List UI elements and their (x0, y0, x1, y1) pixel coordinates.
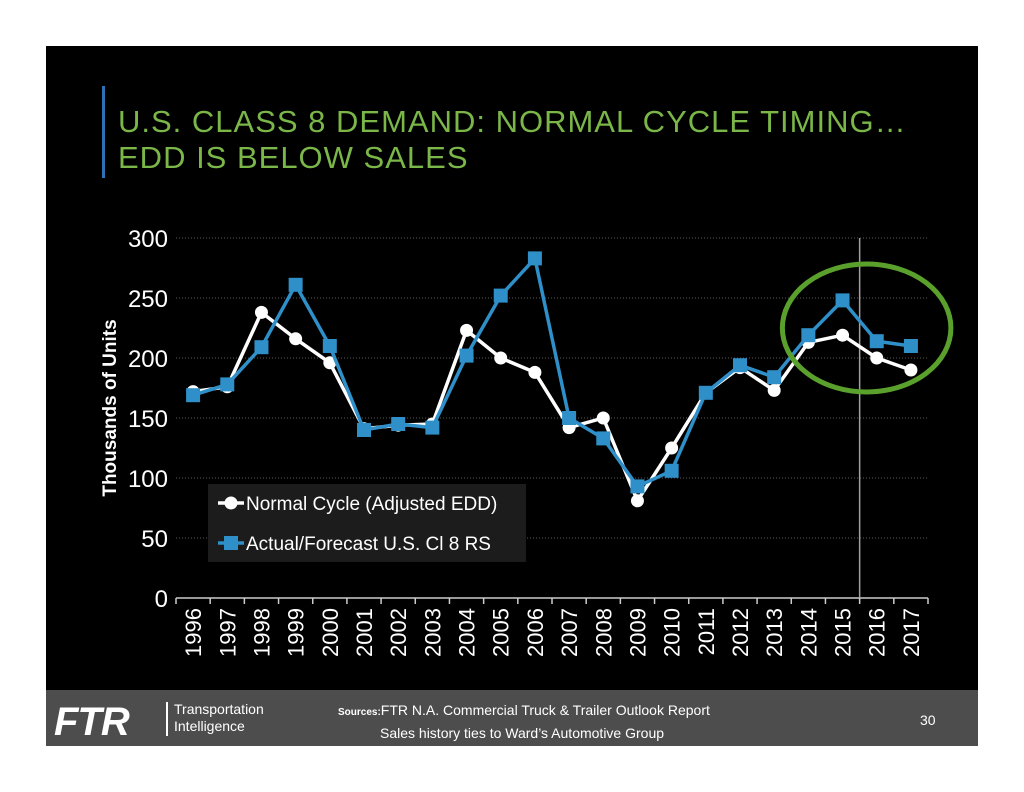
x-tick-label: 2011 (694, 608, 719, 655)
title-line-1: U.S. CLASS 8 DEMAND: NORMAL CYCLE TIMING… (118, 104, 907, 139)
actual-forecast-point (869, 334, 884, 349)
actual-forecast-point (288, 277, 303, 292)
sources-line-2: Sales history ties to Ward’s Automotive … (380, 725, 665, 741)
normal-cycle-point (596, 411, 610, 425)
x-tick-label: 2000 (318, 608, 343, 657)
sources-label: Sources: (338, 707, 381, 718)
normal-cycle-point (904, 363, 918, 377)
actual-forecast-point (801, 328, 816, 343)
x-tick-label: 2013 (762, 608, 787, 657)
actual-forecast-point (562, 411, 577, 425)
title-line-2: EDD IS BELOW SALES (118, 140, 469, 175)
actual-forecast-point (254, 340, 269, 355)
actual-forecast-point (391, 417, 406, 431)
x-tick-label: 2009 (625, 608, 650, 657)
logo-divider (166, 702, 168, 736)
normal-cycle-point (870, 351, 884, 365)
normal-cycle-point (460, 323, 474, 337)
x-tick-label: 2003 (420, 608, 445, 657)
actual-forecast-point (835, 293, 850, 308)
logo-subtitle: Transportation Intelligence (174, 701, 264, 735)
highlight-circle (779, 261, 954, 395)
normal-cycle-point (630, 494, 644, 508)
actual-forecast-point (630, 479, 645, 494)
actual-forecast-point (493, 288, 508, 303)
x-tick-label: 1999 (284, 608, 309, 657)
y-tick-label: 300 (128, 226, 168, 253)
actual-forecast-point (733, 358, 747, 373)
legend-label-2: Actual/Forecast U.S. Cl 8 RS (246, 534, 491, 555)
normal-cycle-point (289, 332, 303, 346)
y-tick-label: 150 (128, 406, 168, 433)
legend-marker-square (224, 536, 238, 550)
y-tick-label: 100 (128, 466, 168, 493)
line-chart: 0 50 100 150 200 250 300 1996 1997 1998 1999 2000 20… (100, 226, 954, 657)
sources-note: Sources:FTR N.A. Commercial Truck & Trai… (338, 700, 710, 743)
y-tick-label: 250 (128, 286, 168, 313)
normal-cycle-point (254, 305, 268, 319)
actual-forecast-point (357, 423, 371, 437)
actual-forecast-point (767, 370, 782, 385)
x-tick-label: 2001 (352, 608, 377, 657)
ftr-logo: FTR (54, 700, 130, 744)
x-tick-label: 1996 (181, 608, 206, 657)
slide: U.S. CLASS 8 DEMAND: NORMAL CYCLE TIMING… (46, 46, 978, 746)
y-tick-label: 200 (128, 346, 168, 373)
x-tick-label: 2014 (796, 608, 821, 657)
y-tick-label: 0 (155, 586, 168, 613)
normal-cycle-point (528, 365, 542, 379)
actual-forecast-point (698, 385, 713, 400)
x-tick-label: 2008 (591, 608, 616, 657)
x-tick-label: 2007 (557, 608, 582, 657)
actual-forecast-point (459, 348, 474, 363)
x-tick-label: 1997 (215, 608, 240, 657)
normal-cycle-point (665, 441, 679, 455)
actual-forecast-point (664, 463, 679, 478)
actual-forecast-point (903, 339, 918, 353)
actual-forecast-point (527, 251, 542, 266)
sources-line-1: FTR N.A. Commercial Truck & Trailer Outl… (380, 702, 710, 718)
x-tick-label: 2002 (386, 608, 411, 657)
x-tick-label: 2006 (523, 608, 548, 657)
normal-cycle-point (767, 383, 781, 397)
actual-forecast-point (322, 339, 337, 353)
legend-marker-circle (224, 496, 238, 510)
normal-cycle-point (836, 328, 850, 342)
normal-cycle-point (494, 351, 508, 365)
y-axis-title: Thousands of Units (100, 319, 121, 496)
actual-forecast-point (425, 420, 440, 435)
legend-box (208, 484, 526, 562)
x-tick-label: 2004 (455, 608, 480, 657)
footer: FTR Transportation Intelligence Sources:… (46, 690, 978, 746)
x-tick-label: 2012 (728, 608, 753, 657)
x-tick-label: 2010 (660, 608, 685, 657)
x-tick-label: 2016 (865, 608, 890, 657)
actual-forecast-point (186, 388, 201, 403)
actual-forecast-point (220, 377, 235, 392)
normal-cycle-point (323, 356, 337, 370)
x-tick-label: 2005 (489, 608, 514, 657)
x-tick-label: 2015 (831, 608, 856, 657)
title-accent-bar (102, 86, 105, 178)
x-tick-label: 1998 (249, 608, 274, 657)
series-line-1 (192, 310, 912, 503)
slide-title: U.S. CLASS 8 DEMAND: NORMAL CYCLE TIMING… (118, 104, 968, 176)
y-tick-label: 50 (141, 526, 168, 553)
logo-subtitle-line-1: Transportation (174, 701, 264, 717)
actual-forecast-point (596, 431, 611, 446)
x-tick-label: 2017 (899, 608, 924, 657)
page-number: 30 (920, 712, 936, 728)
logo-subtitle-line-2: Intelligence (174, 718, 245, 734)
legend-label-1: Normal Cycle (Adjusted EDD) (246, 494, 497, 515)
